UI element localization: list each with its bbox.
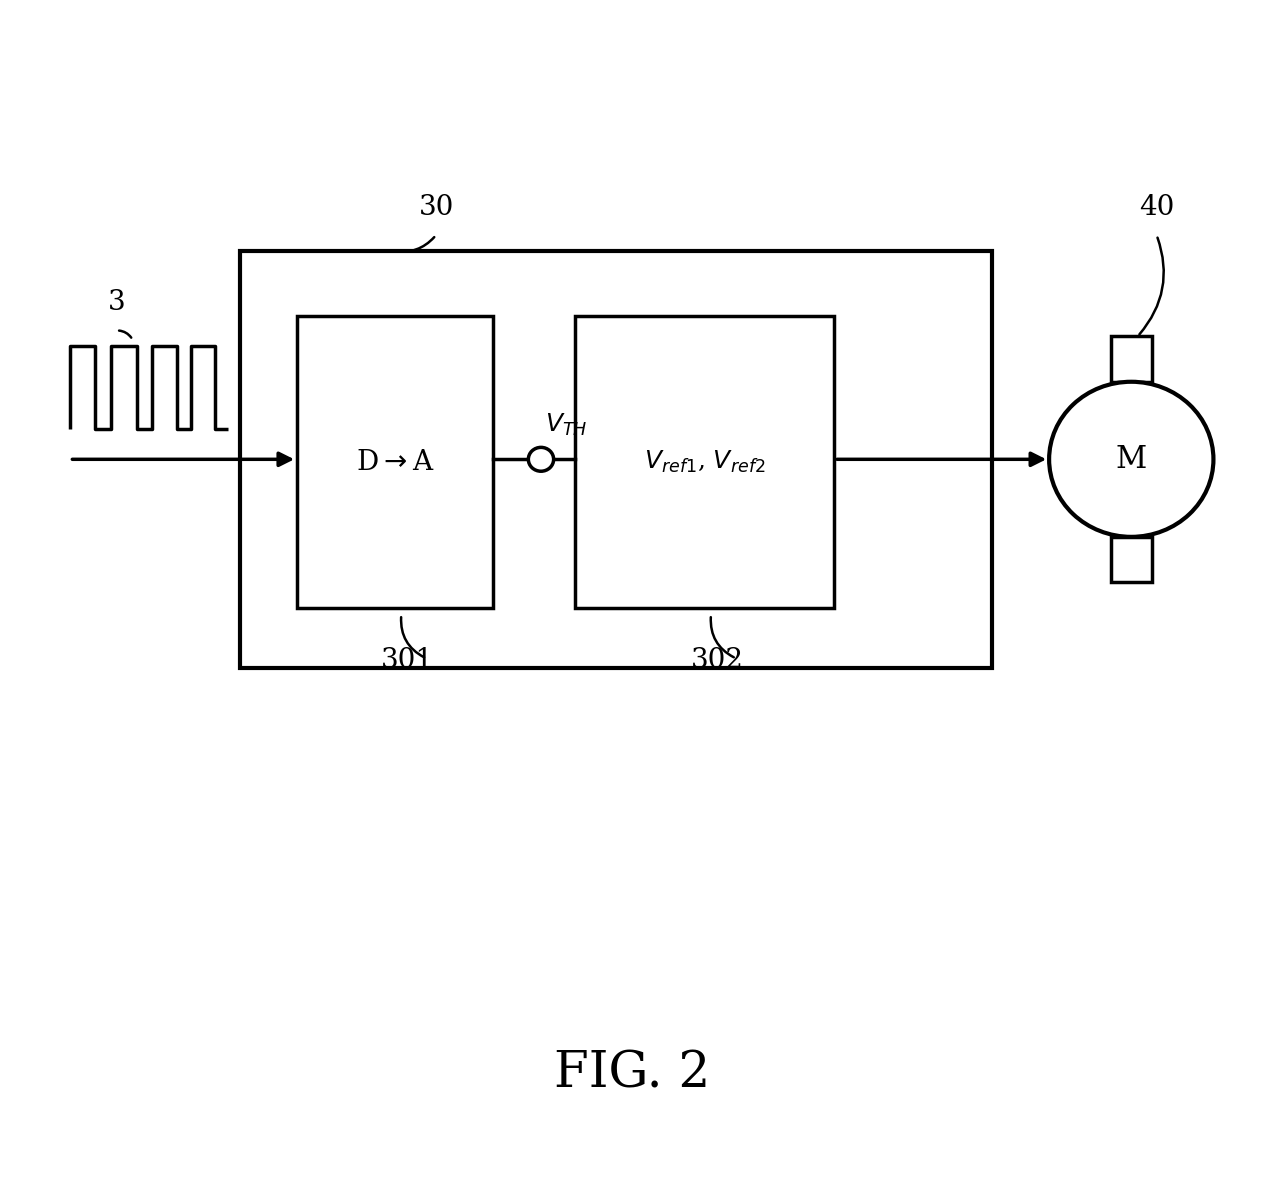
Circle shape <box>1049 382 1213 537</box>
Text: 40: 40 <box>1139 193 1174 221</box>
Text: 302: 302 <box>691 647 743 674</box>
Bar <box>1111 537 1152 582</box>
Text: M: M <box>1116 444 1146 475</box>
Text: $V_{ref1}$, $V_{ref2}$: $V_{ref1}$, $V_{ref2}$ <box>643 450 766 475</box>
Text: D$\rightarrow$A: D$\rightarrow$A <box>355 449 435 476</box>
Bar <box>1111 336 1152 382</box>
Text: 3: 3 <box>107 289 125 316</box>
Circle shape <box>528 447 554 471</box>
Text: 301: 301 <box>380 647 435 674</box>
Text: $V_{TH}$: $V_{TH}$ <box>545 412 588 438</box>
Bar <box>297 316 493 608</box>
Bar <box>575 316 834 608</box>
Bar <box>240 251 992 668</box>
Text: 30: 30 <box>418 193 454 221</box>
Text: FIG. 2: FIG. 2 <box>554 1049 710 1099</box>
